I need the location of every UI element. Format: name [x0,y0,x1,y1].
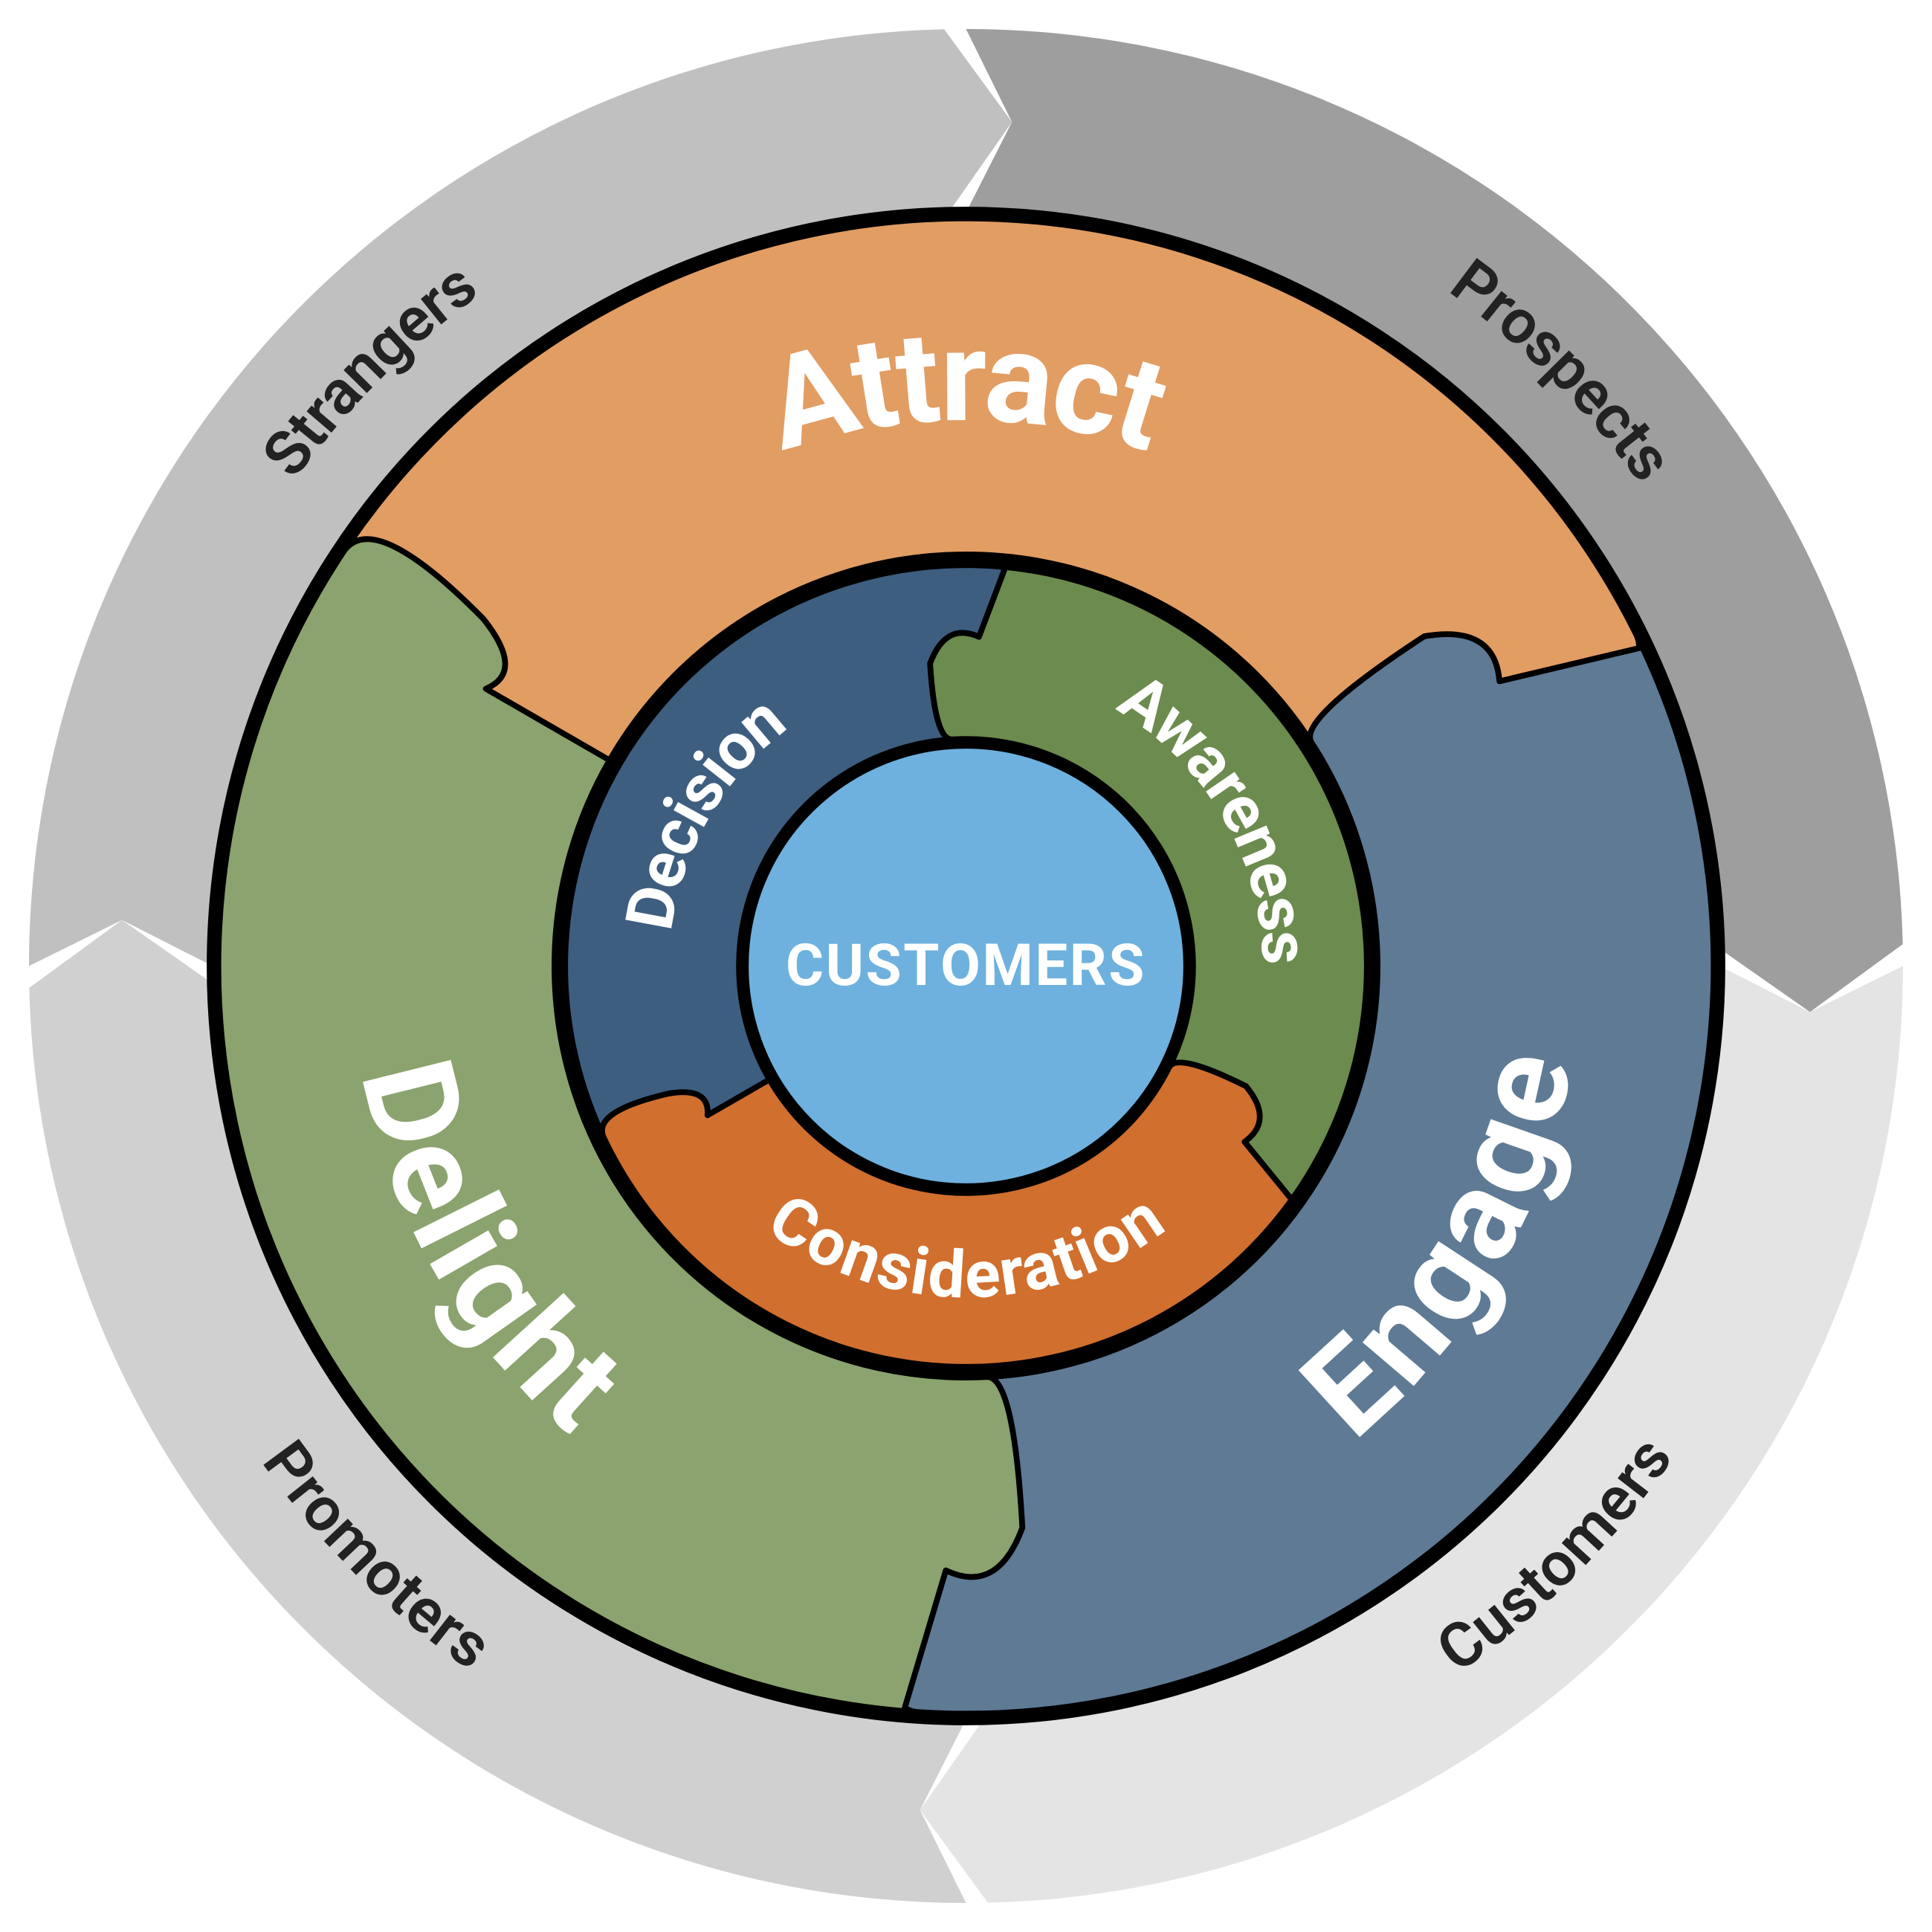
center-label: CUSTOMERS [786,932,1146,1000]
flywheel-diagram: StrangersProspectsCustomersPromotersAttr… [0,0,1932,1932]
flywheel-svg: StrangersProspectsCustomersPromotersAttr… [0,0,1932,1932]
